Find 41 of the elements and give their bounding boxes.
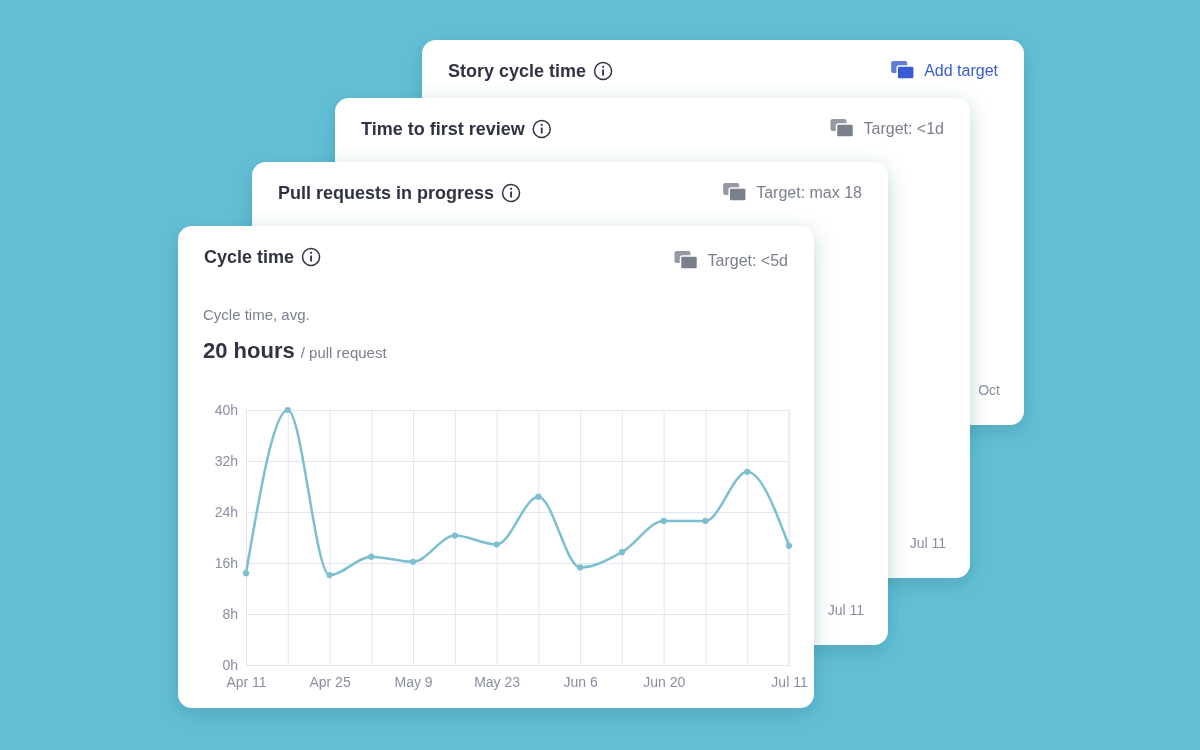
point	[660, 517, 667, 525]
point	[368, 553, 375, 560]
point	[577, 564, 584, 571]
x-tick-label: Apr 25	[309, 673, 351, 690]
x-tick-label: Jun 20	[643, 673, 686, 690]
text: Jul 11	[909, 535, 947, 551]
point	[242, 570, 250, 577]
text: Target: <1d	[863, 120, 944, 137]
point	[409, 558, 417, 565]
text: Time to first review	[361, 119, 526, 139]
text: Pull requests in progress	[278, 183, 495, 203]
x-tick-label: May 23	[474, 673, 521, 690]
point	[702, 517, 709, 525]
point	[618, 549, 626, 556]
point	[284, 406, 291, 414]
point	[326, 572, 333, 579]
x-tick-label: Jul 11	[771, 673, 808, 690]
y-tick-label: 24h	[214, 503, 238, 520]
chart-subtitle: Cycle time, avg.	[203, 306, 310, 323]
y-tick-label: 32h	[214, 452, 238, 469]
text: Oct	[978, 382, 1001, 398]
text: Target: max 18	[756, 184, 863, 201]
point	[451, 532, 458, 539]
text: Story cycle time	[448, 61, 587, 81]
x-tick-label: May 9	[394, 673, 433, 690]
text: Add target	[924, 62, 999, 79]
point	[785, 542, 793, 549]
y-tick-label: 8h	[222, 605, 238, 622]
text: 20 hours	[203, 338, 295, 363]
x-tick-label: Apr 11	[226, 673, 267, 690]
point	[493, 541, 500, 548]
text: / pull request	[300, 344, 388, 361]
text: Jul 11	[827, 602, 865, 618]
y-tick-label: 16h	[214, 554, 238, 571]
chart-title: Cycle time	[204, 247, 295, 267]
point	[744, 468, 751, 475]
point	[535, 493, 542, 500]
y-tick-label: 0h	[222, 656, 238, 673]
text: Target: <5d	[707, 252, 788, 269]
x-tick-label: Jun 6	[563, 673, 598, 690]
y-tick-label: 40h	[214, 401, 238, 418]
